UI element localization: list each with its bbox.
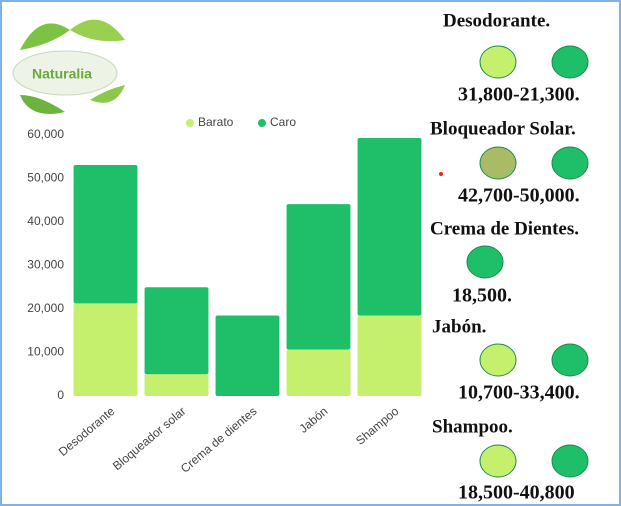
bar-segment: [357, 138, 422, 316]
annotation-swatch: [479, 45, 517, 79]
bar-segment: [286, 349, 351, 396]
y-tick-label: 40,000: [27, 214, 64, 228]
annotation-title: Shampoo.: [432, 416, 513, 437]
annotation-swatch: [479, 444, 517, 478]
annotation-swatch: [479, 146, 517, 180]
y-tick-label: 10,000: [27, 345, 64, 359]
legend-label: Caro: [270, 115, 296, 129]
annotation-swatch: [551, 45, 589, 79]
leaf: [70, 19, 125, 42]
leaf: [90, 85, 125, 103]
dot: [439, 172, 443, 176]
bar-segment: [357, 315, 422, 396]
bar-segment: [73, 303, 138, 396]
annotation-swatch: [479, 343, 517, 377]
bar-segment: [144, 374, 209, 396]
annotation-value: 31,800-21,300.: [458, 84, 580, 106]
annotation-value: 18,500.: [452, 285, 512, 307]
annotation-title: Crema de Dientes.: [430, 218, 579, 239]
annotation-title: Jabón.: [432, 316, 486, 337]
y-tick-label: 20,000: [27, 301, 64, 315]
annotation-swatch: [551, 146, 589, 180]
bar-segment: [215, 315, 280, 396]
legend-label: Barato: [198, 115, 234, 129]
legend-swatch: [186, 119, 194, 127]
logo: Naturalia: [12, 19, 125, 114]
annotation-swatch: [551, 343, 589, 377]
y-tick-label: 30,000: [27, 258, 64, 272]
annotation-title: Bloqueador Solar.: [430, 118, 576, 139]
bar-segment: [73, 165, 138, 304]
annotation-title: Desodorante.: [443, 10, 550, 31]
y-tick-label: 50,000: [27, 171, 64, 185]
annotation-value: 10,700-33,400.: [458, 382, 580, 404]
annotation-swatch: [466, 245, 504, 279]
y-tick-label: 60,000: [27, 127, 64, 141]
bar-segment: [286, 204, 351, 350]
annotation-swatch: [551, 444, 589, 478]
leaf: [20, 23, 70, 50]
leaf: [20, 95, 65, 114]
bar-segment: [144, 287, 209, 375]
logo-oval: [12, 50, 118, 96]
annotation-value: 42,700-50,000.: [458, 185, 580, 207]
annotation-value: 18,500-40,800: [458, 482, 575, 504]
legend-swatch: [258, 119, 266, 127]
logo-text: Naturalia: [32, 66, 92, 82]
y-tick-label: 0: [57, 388, 64, 402]
